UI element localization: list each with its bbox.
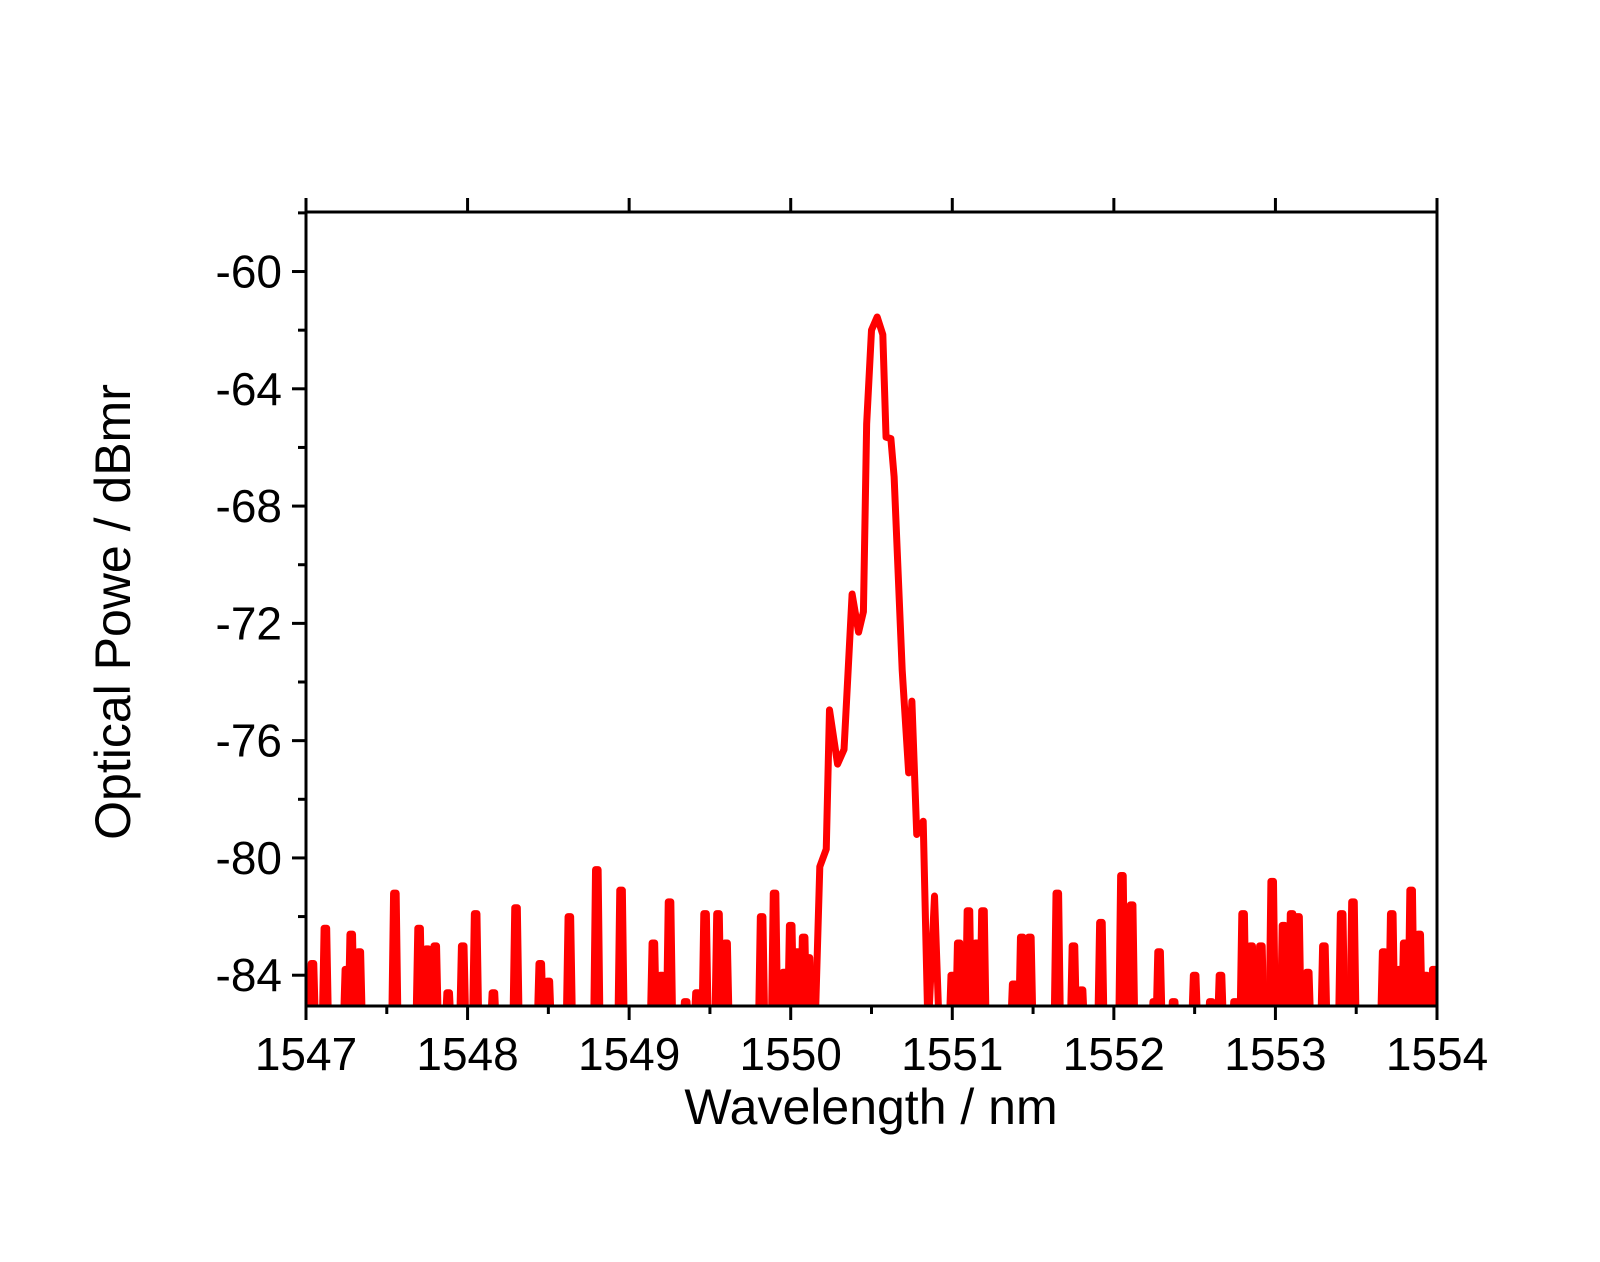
noise-spike (353, 948, 366, 1006)
noise-spike (534, 959, 547, 1006)
x-tick-label: 1550 (740, 1028, 842, 1080)
noise-spike (663, 898, 676, 1006)
noise-spike (691, 989, 703, 1006)
y-tick-label: -64 (216, 363, 282, 415)
y-tick-label: -60 (216, 246, 282, 298)
noise-spike (345, 930, 358, 1006)
noise-spike (1050, 889, 1064, 1006)
noise-spike (1205, 998, 1216, 1006)
noise-spike (412, 924, 426, 1006)
noise-spike (680, 998, 691, 1006)
noise-spike (509, 904, 523, 1006)
noise-spike (952, 939, 965, 1006)
noise-spike (1346, 898, 1360, 1006)
noise-spike (976, 907, 990, 1006)
noise-spike (1301, 968, 1314, 1006)
noise-spike (647, 939, 660, 1006)
noise-spike (488, 989, 499, 1006)
noise-spike (1125, 901, 1138, 1006)
noise-spike (755, 913, 768, 1006)
noise-spike (1317, 942, 1331, 1006)
noise-spike (429, 942, 442, 1006)
noise-spike (719, 939, 733, 1006)
noise-spike (1385, 910, 1399, 1006)
noise-spike (542, 977, 555, 1006)
noise-spike (1076, 986, 1088, 1006)
y-tick-label: -76 (216, 715, 282, 767)
x-tick-label: 1547 (255, 1028, 357, 1080)
noise-spike (1265, 877, 1279, 1006)
noise-spike (456, 942, 469, 1006)
noise-spike (962, 907, 975, 1006)
y-axis-title: Optical Powe / dBmr (85, 384, 141, 840)
noise-spike (319, 924, 332, 1006)
noise-spike (1153, 948, 1166, 1006)
noise-spike (1335, 910, 1348, 1006)
x-tick-label: 1553 (1224, 1028, 1326, 1080)
x-axis-title: Wavelength / nm (684, 1079, 1057, 1135)
noise-spike (442, 989, 454, 1006)
noise-spike (1229, 998, 1241, 1006)
noise-spike (711, 910, 725, 1006)
noise-spike (1008, 980, 1020, 1006)
noise-spike (1168, 998, 1179, 1006)
x-tick-label: 1554 (1386, 1028, 1488, 1080)
noise-spike (306, 959, 319, 1006)
noise-spike (698, 910, 712, 1006)
noise-spike (1404, 886, 1418, 1006)
x-tick-label: 1552 (1063, 1028, 1165, 1080)
ticks-layer: 1547 1548 1549 1550 1551 1552 1553 1554 -60 -64 -6… (216, 198, 1488, 1080)
noise-spike (614, 886, 628, 1006)
noise-spike (590, 866, 604, 1006)
noise-spike (469, 910, 482, 1006)
y-tick-label: -84 (216, 949, 282, 1001)
y-tick-label: -80 (216, 832, 282, 884)
noise-spike (388, 889, 402, 1006)
noise-spike (1115, 872, 1129, 1006)
peak-line (812, 313, 942, 1006)
noise-spike (1245, 942, 1258, 1006)
noise-spike (421, 945, 434, 1006)
series-layer (306, 313, 1437, 1006)
noise-spike (1094, 918, 1108, 1006)
noise-spike (1236, 910, 1250, 1006)
noise-spike (1023, 933, 1037, 1006)
noise-spike (768, 889, 781, 1006)
y-tick-label: -72 (216, 597, 282, 649)
x-tick-label: 1548 (416, 1028, 518, 1080)
x-tick-label: 1551 (901, 1028, 1003, 1080)
noise-spike (1291, 913, 1305, 1006)
noise-spike (1067, 942, 1080, 1006)
x-tick-label: 1549 (578, 1028, 680, 1080)
noise-spike (563, 913, 576, 1006)
noise-spike (1015, 933, 1028, 1006)
noise-spike (802, 954, 815, 1006)
y-tick-label: -68 (216, 480, 282, 532)
noise-spike (1254, 942, 1268, 1006)
